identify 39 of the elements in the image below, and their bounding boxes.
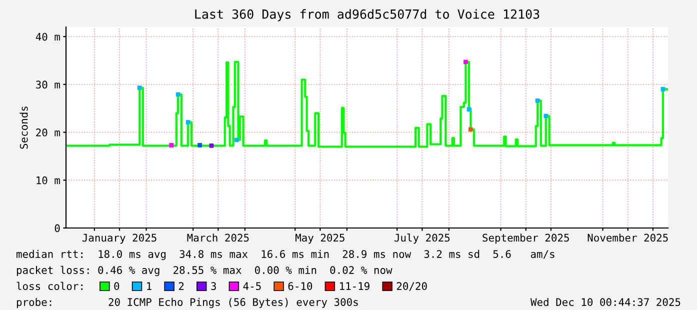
text: packet loss: 0.46 % avg 28.55 % max 0.00 % min 0.02 % now — [16, 266, 392, 276]
y-tick-label: 10 m — [36, 176, 60, 184]
point — [169, 143, 174, 148]
legend-label: 20/20 — [396, 282, 427, 291]
legend-label: 2 — [178, 282, 184, 290]
x-tick-label: September 2025 — [482, 234, 569, 244]
y-tick-label: 20 m — [36, 128, 60, 136]
legend-label: 11-19 — [340, 282, 370, 290]
legend-title: loss color: — [16, 282, 82, 290]
point — [463, 60, 468, 64]
legend-label: 6-10 — [288, 282, 312, 290]
legend-label: 1 — [147, 282, 152, 290]
y-tick-label: 40 m — [36, 32, 60, 41]
point — [137, 86, 142, 90]
legend-label: 3 — [211, 282, 216, 290]
chart-title: Last 360 Days from ad96d5c5077d to Voice 12103 — [195, 9, 540, 22]
point — [198, 143, 202, 148]
x-tick-label: May 2025 — [296, 234, 344, 244]
legend-label: 4-5 — [243, 282, 261, 290]
point — [466, 107, 472, 112]
point — [660, 87, 666, 92]
x-tick-label: July 2025 — [394, 234, 450, 244]
x-tick-label: January 2025 — [82, 234, 156, 244]
point — [234, 138, 239, 142]
x-tick-label: November 2025 — [588, 234, 668, 242]
point — [535, 98, 540, 103]
legend-label: 0 — [114, 282, 120, 290]
text: Wed Dec 10 00:44:37 2025 — [530, 298, 680, 306]
text: probe: — [16, 298, 52, 308]
point — [209, 143, 214, 148]
point — [186, 120, 190, 124]
text: 20 ICMP Echo Pings (56 Bytes) every 300s — [108, 298, 358, 308]
y-axis-title: Seconds — [20, 106, 28, 149]
y-tick-label: 30 m — [36, 80, 60, 89]
x-tick-label: March 2025 — [187, 234, 249, 242]
point — [468, 127, 473, 132]
y-tick-label: 0 — [54, 224, 60, 232]
text: median rtt: 18.0 ms avg 34.8 ms max 16.6 ms min 28.9 ms now 3.2 ms sd 5.6 am/s — [16, 250, 554, 260]
point — [544, 114, 548, 118]
